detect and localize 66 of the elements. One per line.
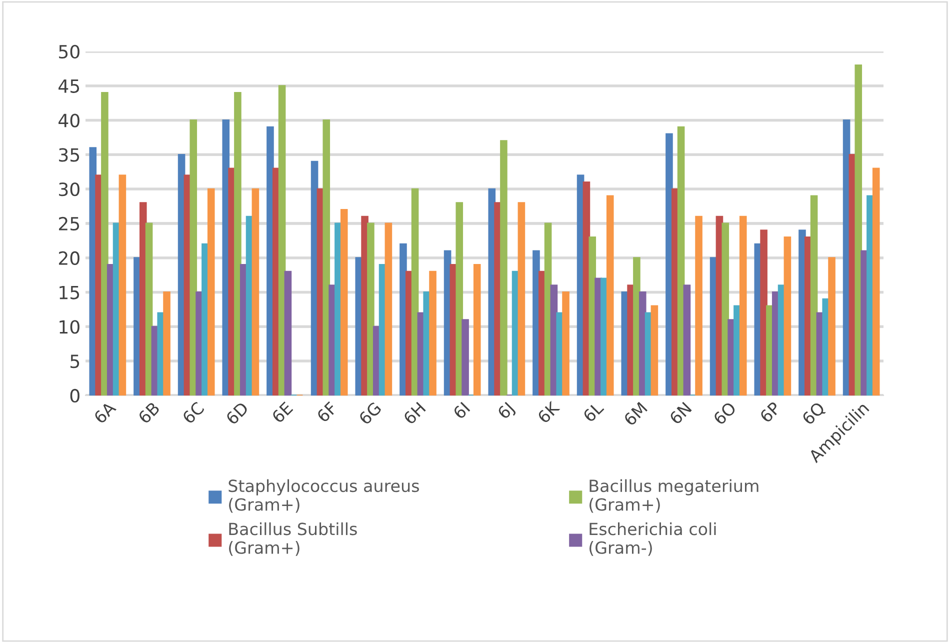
bar xyxy=(207,188,215,396)
x-tick-label: 6F xyxy=(316,401,338,423)
x-tick-label: 6A xyxy=(93,400,117,424)
bar xyxy=(854,64,862,396)
legend-label: Staphylococcus aureus (Gram+) xyxy=(228,479,419,513)
y-tick-label: 10 xyxy=(60,320,80,334)
x-tick-label: 6H xyxy=(402,402,426,425)
bar xyxy=(322,120,330,396)
x-tick-label: 6M xyxy=(623,402,648,426)
bar xyxy=(101,92,108,396)
y-tick-label: 35 xyxy=(59,148,80,162)
bar xyxy=(606,195,614,396)
bar xyxy=(234,92,242,396)
x-tick-label: 6C xyxy=(182,401,205,424)
legend-label: Escherichia coli (Gram-) xyxy=(590,522,716,556)
y-tick-label: 20 xyxy=(58,251,80,265)
x-tick-label: 6I xyxy=(452,402,470,420)
x-tick-label: 6D xyxy=(225,401,250,426)
bar xyxy=(284,270,292,396)
bar xyxy=(118,174,126,396)
y-tick-label: 40 xyxy=(58,114,80,128)
legend-label: Bacillus megaterium (Gram+) xyxy=(590,479,758,513)
bar xyxy=(828,257,836,396)
bar xyxy=(739,216,747,396)
bar xyxy=(190,120,198,396)
bar xyxy=(163,292,170,396)
x-tick-label: 6J xyxy=(496,402,517,422)
legend-label: Bacillus Subtills (Gram+) xyxy=(229,522,357,556)
bar xyxy=(695,216,702,396)
bar xyxy=(278,85,286,396)
x-tick-label: 6N xyxy=(668,402,692,425)
bar xyxy=(340,208,348,396)
bar xyxy=(518,202,526,396)
bar xyxy=(429,270,436,396)
x-tick-label: 6P xyxy=(759,400,782,424)
y-tick-label: 25 xyxy=(58,216,80,231)
y-tick-label: 45 xyxy=(58,80,80,93)
x-tick-label: 6K xyxy=(536,400,560,424)
bar xyxy=(473,264,481,396)
bar xyxy=(784,236,792,396)
bar xyxy=(650,305,658,396)
y-tick-label: 5 xyxy=(70,354,80,368)
bar xyxy=(252,188,260,396)
y-tick-label: 0 xyxy=(70,388,80,403)
bar xyxy=(411,188,419,396)
bar xyxy=(562,292,570,396)
bar xyxy=(872,168,880,396)
y-tick-label: 30 xyxy=(59,182,80,196)
bar xyxy=(500,140,508,396)
bar xyxy=(145,222,153,396)
bar xyxy=(367,222,374,396)
x-tick-label: 6O xyxy=(712,401,737,426)
x-tick-label: 6E xyxy=(271,401,294,424)
x-tick-label: 6L xyxy=(582,400,604,423)
bar xyxy=(677,126,685,396)
bar xyxy=(456,202,464,396)
y-tick-label: 15 xyxy=(60,286,80,300)
x-tick-label: 6B xyxy=(137,401,160,424)
y-tick-label: 50 xyxy=(59,44,80,59)
bar xyxy=(722,222,730,396)
bar xyxy=(810,195,818,396)
x-tick-label: 6G xyxy=(358,401,382,426)
bar xyxy=(462,319,469,396)
bar xyxy=(384,222,392,396)
bar xyxy=(760,230,768,396)
bar xyxy=(683,284,691,396)
